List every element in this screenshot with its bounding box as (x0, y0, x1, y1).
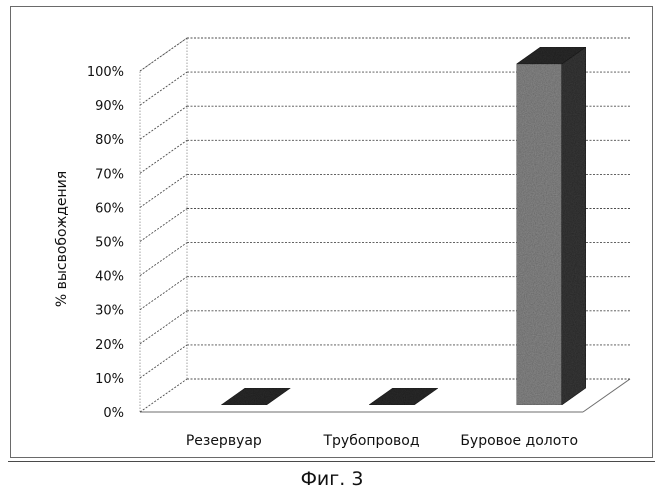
y-tick-label: 0% (103, 406, 124, 421)
bar (220, 387, 292, 406)
bar-top-face (220, 387, 292, 406)
gridline-depth (139, 174, 188, 208)
gridline-depth (139, 276, 188, 311)
y-axis-ticks: 0% 10% 20% 30% 40% 50% 60% 70% 80% 90% 100% (87, 65, 124, 421)
gridline-depth (139, 344, 188, 379)
frame-underline (8, 461, 655, 462)
x-axis-ticks: Резервуар Трубопровод Буровое долото (186, 433, 578, 449)
y-tick-label: 100% (87, 65, 124, 80)
gridline-depth (139, 37, 188, 72)
x-tick-label: Резервуар (186, 433, 262, 449)
chart-walls (139, 37, 631, 413)
bar (368, 387, 439, 406)
bar-top-face (515, 46, 587, 65)
bar-front-face (516, 63, 562, 406)
gridline-depth (139, 378, 188, 413)
gridline-depth (139, 310, 188, 345)
bar-top-face (368, 387, 439, 406)
figure-caption: Фиг. 3 (300, 468, 364, 490)
x-tick-label: Трубопровод (322, 433, 419, 449)
y-tick-label: 80% (95, 133, 124, 148)
gridline-depth (139, 208, 188, 242)
bar-side-face (561, 46, 586, 406)
y-tick-label: 70% (95, 167, 124, 182)
y-axis-label: % высвобождения (54, 171, 70, 307)
y-tick-label: 50% (95, 236, 124, 251)
gridline-depth (139, 139, 188, 174)
left-wall-top-edge (139, 37, 188, 72)
gridline-depth (139, 105, 188, 140)
floor-right-edge (582, 378, 631, 413)
y-tick-label: 20% (95, 338, 124, 353)
y-tick-label: 40% (95, 270, 124, 285)
gridline-depth (139, 242, 188, 276)
y-tick-label: 30% (95, 304, 124, 319)
bars (220, 46, 587, 406)
gridline-depth (139, 71, 188, 106)
x-tick-label: Буровое долото (460, 433, 578, 449)
chart-frame (10, 6, 653, 458)
y-tick-label: 10% (95, 372, 124, 387)
bar (515, 46, 587, 406)
y-tick-label: 60% (95, 201, 124, 216)
y-tick-label: 90% (95, 99, 124, 114)
